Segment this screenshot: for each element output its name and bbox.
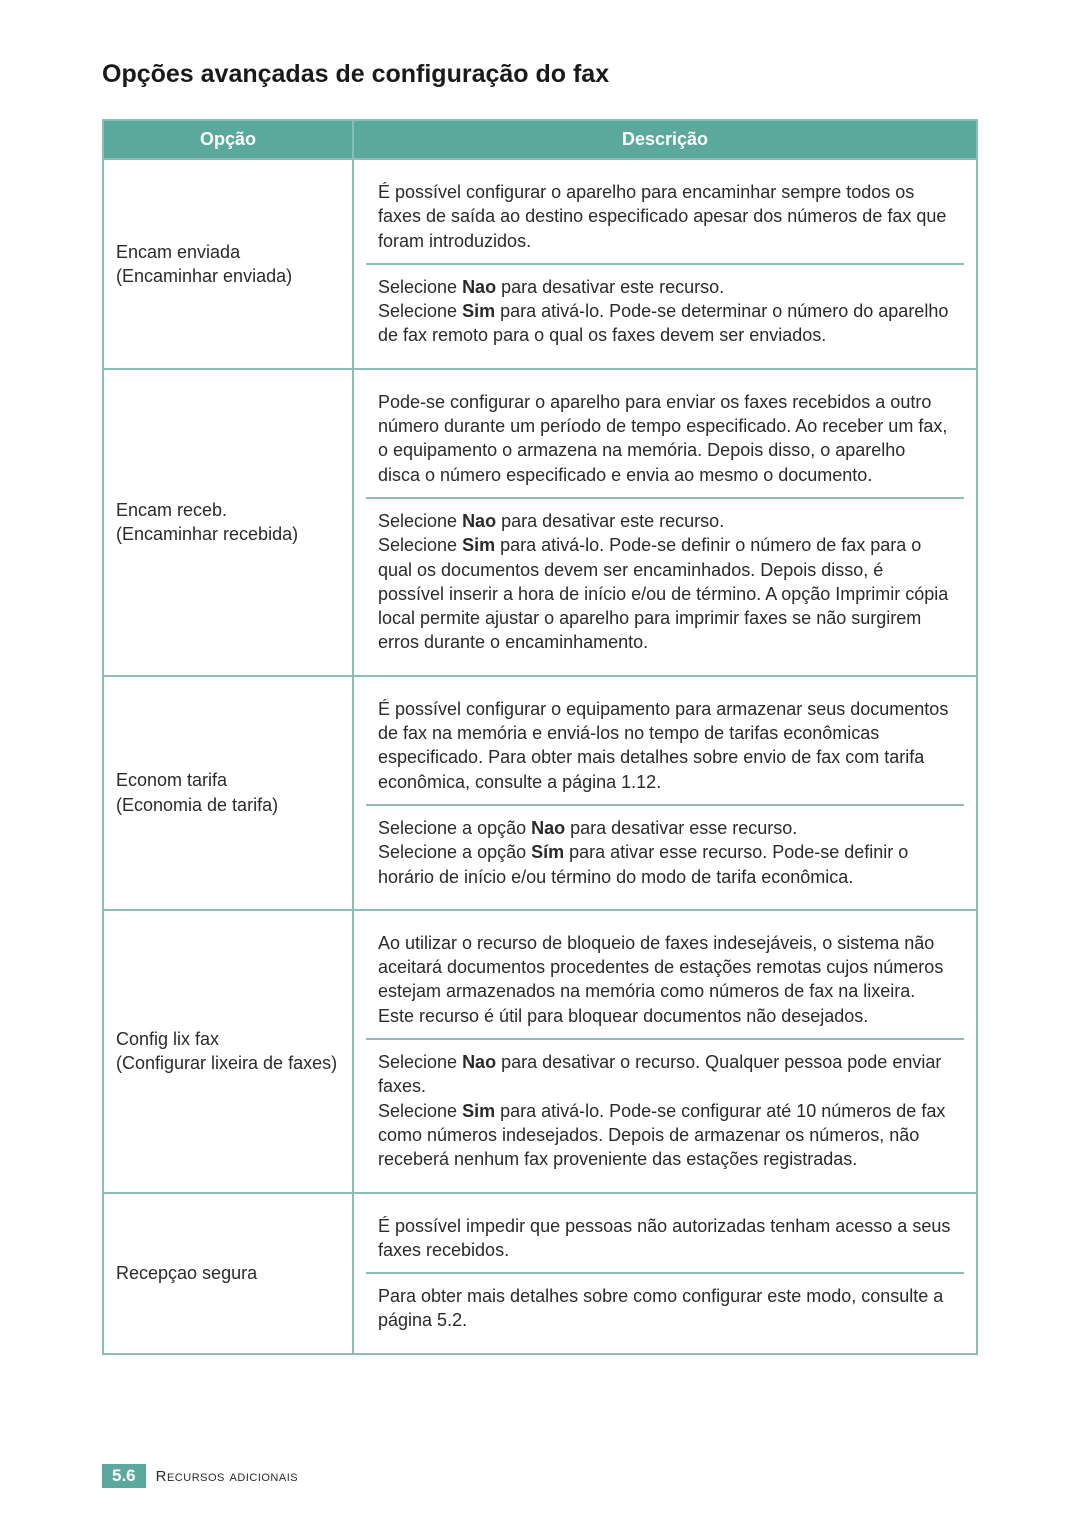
option-desc: Pode-se configurar o aparelho para envia… — [353, 369, 977, 676]
desc-paragraph: Para obter mais detalhes sobre como conf… — [378, 1284, 952, 1333]
options-table: Opção Descrição Encam enviada(Encaminhar… — [102, 119, 978, 1355]
option-desc: É possível configurar o aparelho para en… — [353, 159, 977, 369]
option-name: Econom tarifa(Economia de tarifa) — [103, 676, 353, 910]
bold-nao: Nao — [531, 818, 565, 838]
text: Selecione — [378, 511, 462, 531]
option-desc: Ao utilizar o recurso de bloqueio de fax… — [353, 910, 977, 1193]
bold-nao: Nao — [462, 1052, 496, 1072]
bold-nao: Nao — [462, 277, 496, 297]
option-name: Encam enviada(Encaminhar enviada) — [103, 159, 353, 369]
bold-sim: Sim — [462, 1101, 495, 1121]
option-desc: É possível configurar o equipamento para… — [353, 676, 977, 910]
bold-sim: Sim — [462, 535, 495, 555]
bold-nao: Nao — [462, 511, 496, 531]
option-name: Encam receb.(Encaminhar recebida) — [103, 369, 353, 676]
desc-paragraph: É possível configurar o equipamento para… — [378, 697, 952, 794]
option-name: Recepçao segura — [103, 1193, 353, 1354]
desc-paragraph: Pode-se configurar o aparelho para envia… — [378, 390, 952, 487]
desc-paragraph: É possível configurar o aparelho para en… — [378, 180, 952, 253]
option-name: Config lix fax(Configurar lixeira de fax… — [103, 910, 353, 1193]
col-header-opcao: Opção — [103, 120, 353, 159]
text: Selecione a opção — [378, 818, 531, 838]
text: Selecione — [378, 277, 462, 297]
text: Selecione — [378, 1052, 462, 1072]
desc-paragraph: Selecione Nao para desativar este recurs… — [378, 509, 952, 655]
bold-sim: Sim — [462, 301, 495, 321]
section-label: Recursos adicionais — [156, 1468, 298, 1485]
desc-paragraph: Ao utilizar o recurso de bloqueio de fax… — [378, 931, 952, 1028]
desc-paragraph: É possível impedir que pessoas não autor… — [378, 1214, 952, 1263]
col-header-descricao: Descrição — [353, 120, 977, 159]
bold-sim: Sím — [531, 842, 564, 862]
option-desc: É possível impedir que pessoas não autor… — [353, 1193, 977, 1354]
desc-paragraph: Selecione Nao para desativar o recurso. … — [378, 1050, 952, 1171]
page-number-badge: 5.6 — [102, 1464, 146, 1488]
desc-paragraph: Selecione Nao para desativar este recurs… — [378, 275, 952, 348]
desc-paragraph: Selecione a opção Nao para desativar ess… — [378, 816, 952, 889]
page-footer: 5.6 Recursos adicionais — [102, 1464, 298, 1488]
page-title: Opções avançadas de configuração do fax — [102, 60, 978, 89]
